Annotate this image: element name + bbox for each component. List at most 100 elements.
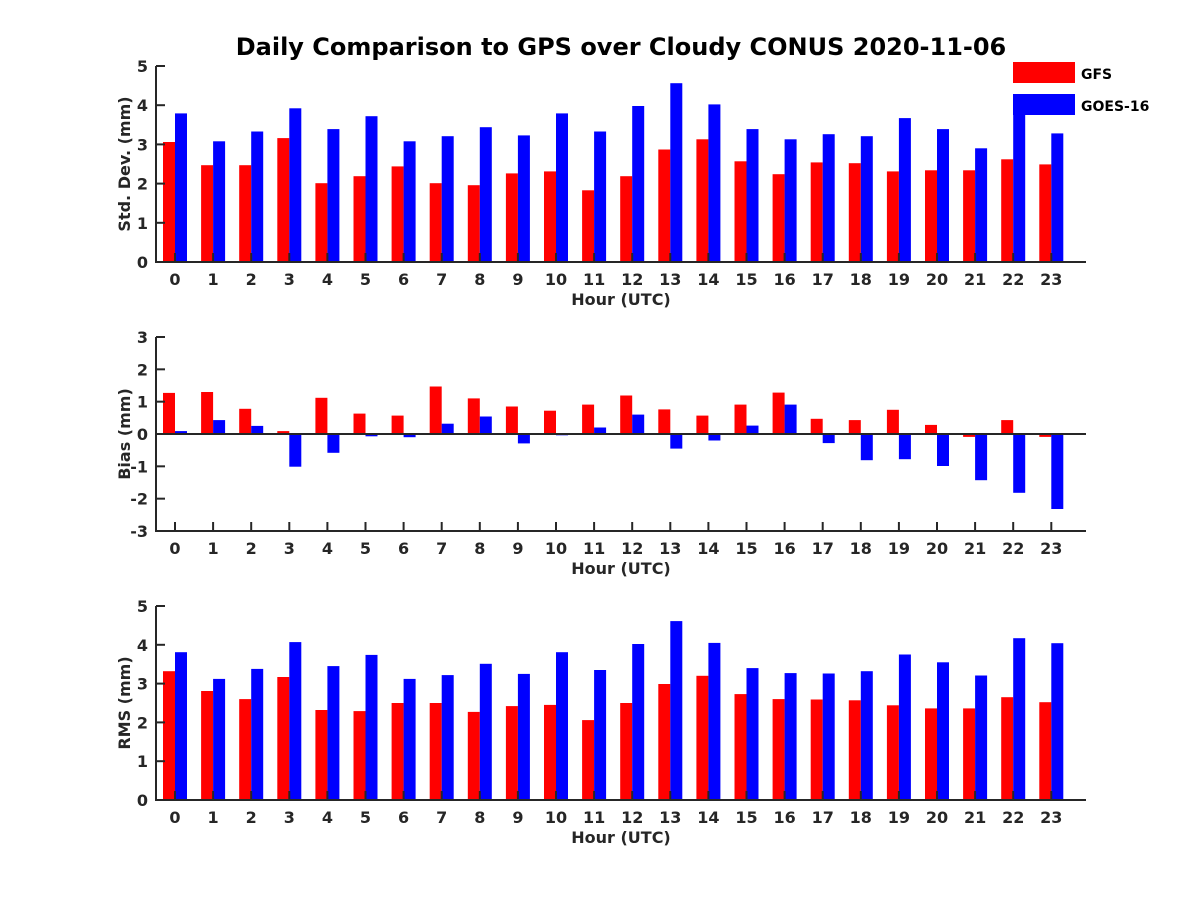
x-tick-label: 19 xyxy=(888,539,910,558)
bar-gfs-hour-18 xyxy=(848,700,861,800)
bar-goes16-hour-21 xyxy=(975,148,988,262)
x-tick-label: 14 xyxy=(697,808,719,827)
x-tick-label: 3 xyxy=(284,270,295,289)
bar-gfs-hour-23 xyxy=(1039,702,1052,800)
x-tick-label: 12 xyxy=(621,270,643,289)
bar-goes16-hour-22 xyxy=(1013,638,1026,800)
bar-goes16-hour-10 xyxy=(556,652,568,800)
bar-gfs-hour-5 xyxy=(353,711,366,800)
y-tick-label: 5 xyxy=(137,597,148,616)
bar-goes16-hour-13 xyxy=(670,83,683,262)
x-tick-label: 7 xyxy=(436,808,447,827)
bar-gfs-hour-9 xyxy=(505,706,518,800)
x-tick-label: 18 xyxy=(850,808,872,827)
bar-goes16-hour-4 xyxy=(327,666,340,800)
bar-goes16-hour-2 xyxy=(251,425,264,434)
bar-gfs-hour-21 xyxy=(963,170,976,262)
x-tick-label: 6 xyxy=(398,270,409,289)
x-tick-label: 12 xyxy=(621,539,643,558)
bar-gfs-hour-1 xyxy=(201,691,214,800)
x-tick-label: 7 xyxy=(436,539,447,558)
bar-gfs-hour-4 xyxy=(315,183,328,262)
bar-goes16-hour-19 xyxy=(898,118,911,262)
x-tick-label: 9 xyxy=(512,539,523,558)
x-tick-label: 6 xyxy=(398,808,409,827)
bar-goes16-hour-7 xyxy=(441,423,454,434)
x-tick-label: 15 xyxy=(735,808,757,827)
x-tick-label: 20 xyxy=(926,539,948,558)
bar-goes16-hour-6 xyxy=(403,141,416,262)
x-tick-label: 6 xyxy=(398,539,409,558)
bar-goes16-hour-7 xyxy=(441,136,454,262)
y-tick-label: 3 xyxy=(137,135,148,154)
legend-swatch-goes16 xyxy=(1013,94,1075,115)
x-tick-label: 19 xyxy=(888,808,910,827)
x-tick-label: 10 xyxy=(545,270,567,289)
y-tick-label: 2 xyxy=(137,713,148,732)
bar-gfs-hour-10 xyxy=(544,171,556,262)
x-tick-label: 9 xyxy=(512,808,523,827)
x-tick-label: 17 xyxy=(812,270,834,289)
bar-gfs-hour-15 xyxy=(734,694,747,800)
bar-goes16-hour-17 xyxy=(822,673,835,800)
x-tick-label: 21 xyxy=(964,808,986,827)
bar-goes16-hour-15 xyxy=(746,425,759,434)
bar-gfs-hour-12 xyxy=(620,176,633,262)
x-tick-label: 13 xyxy=(659,270,681,289)
bar-gfs-hour-4 xyxy=(315,397,328,434)
y-tick-label: 2 xyxy=(137,175,148,194)
x-tick-label: 23 xyxy=(1040,270,1062,289)
bar-gfs-hour-0 xyxy=(163,671,175,800)
bar-gfs-hour-4 xyxy=(315,710,328,800)
bar-goes16-hour-14 xyxy=(708,104,721,263)
bar-gfs-hour-19 xyxy=(886,705,899,800)
bar-goes16-hour-10 xyxy=(556,113,568,263)
bar-goes16-hour-11 xyxy=(594,670,607,800)
x-tick-label: 8 xyxy=(474,270,485,289)
bar-gfs-hour-3 xyxy=(277,138,290,262)
bar-gfs-hour-14 xyxy=(696,415,709,434)
x-tick-label: 4 xyxy=(322,808,333,827)
bar-gfs-hour-8 xyxy=(467,711,480,800)
y-tick-label: -3 xyxy=(130,522,148,541)
bar-gfs-hour-12 xyxy=(620,703,633,800)
bar-gfs-hour-0 xyxy=(163,392,175,434)
bar-goes16-hour-4 xyxy=(327,129,340,262)
x-tick-label: 0 xyxy=(169,539,180,558)
bar-goes16-hour-16 xyxy=(784,673,797,800)
x-tick-label: 10 xyxy=(545,808,567,827)
y-tick-label: -1 xyxy=(130,457,148,476)
bar-gfs-hour-10 xyxy=(544,704,556,800)
bar-gfs-hour-16 xyxy=(772,174,785,262)
x-tick-label: 17 xyxy=(812,539,834,558)
bar-goes16-hour-12 xyxy=(632,106,645,262)
x-tick-label: 3 xyxy=(284,539,295,558)
bar-goes16-hour-23 xyxy=(1051,434,1064,509)
x-tick-label: 12 xyxy=(621,808,643,827)
bar-gfs-hour-15 xyxy=(734,161,747,262)
bar-gfs-hour-6 xyxy=(391,166,404,262)
bar-gfs-hour-8 xyxy=(467,185,480,262)
bar-goes16-hour-8 xyxy=(479,663,492,800)
x-tick-label: 5 xyxy=(360,270,371,289)
x-tick-label: 5 xyxy=(360,808,371,827)
x-tick-label: 3 xyxy=(284,808,295,827)
x-tick-label: 10 xyxy=(545,539,567,558)
bar-gfs-hour-10 xyxy=(544,410,556,434)
bar-goes16-hour-5 xyxy=(365,116,378,262)
x-tick-label: 11 xyxy=(583,539,605,558)
bar-goes16-hour-11 xyxy=(594,427,607,434)
bar-gfs-hour-16 xyxy=(772,392,785,434)
bar-gfs-hour-14 xyxy=(696,675,709,800)
bar-gfs-hour-11 xyxy=(582,404,595,434)
bar-gfs-hour-1 xyxy=(201,392,214,434)
bar-gfs-hour-16 xyxy=(772,699,785,800)
y-tick-label: 0 xyxy=(137,425,148,444)
bar-goes16-hour-18 xyxy=(860,434,873,461)
bar-goes16-hour-15 xyxy=(746,129,759,262)
x-axis-label: Hour (UTC) xyxy=(571,290,671,309)
